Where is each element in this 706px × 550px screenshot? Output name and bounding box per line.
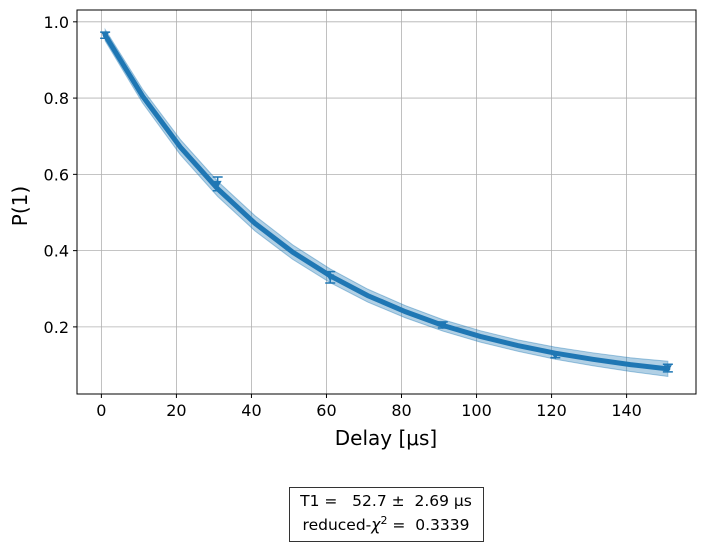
x-tick-label: 40 — [241, 401, 261, 420]
data-point — [438, 321, 447, 329]
x-tick-label: 120 — [536, 401, 567, 420]
annotation-box — [289, 487, 484, 542]
annotation-symbol: χ — [370, 516, 381, 534]
y-axis-label: P(1) — [8, 186, 32, 226]
x-axis-label: Delay [μs] — [335, 426, 437, 450]
y-tick-label: 0.6 — [44, 165, 69, 184]
y-tick-label: 0.4 — [44, 242, 69, 261]
plot-frame — [76, 9, 697, 395]
data-point — [101, 32, 110, 40]
data-point — [663, 365, 672, 373]
data-point — [213, 180, 222, 188]
data-point — [551, 352, 560, 360]
x-tick-label: 140 — [611, 401, 642, 420]
annotation-line: reduced-χ2 = 0.3339 — [303, 514, 470, 534]
x-tick-label: 20 — [166, 401, 186, 420]
confidence-band — [104, 27, 669, 378]
annotation-line: T1 = 52.7 ± 2.69 μs — [299, 492, 472, 510]
data-point — [326, 274, 335, 282]
annotation-text: reduced- — [303, 516, 372, 534]
x-tick-label: 100 — [461, 401, 492, 420]
annotation-sup: 2 — [380, 514, 387, 527]
fit-line — [102, 32, 671, 372]
annotation-text: = 0.3339 — [387, 516, 469, 534]
x-tick-label: 80 — [391, 401, 411, 420]
y-tick-label: 0.8 — [44, 89, 69, 108]
y-tick-label: 0.2 — [44, 318, 69, 337]
x-tick-label: 0 — [96, 401, 106, 420]
x-tick-label: 60 — [316, 401, 336, 420]
y-tick-label: 1.0 — [44, 13, 69, 32]
